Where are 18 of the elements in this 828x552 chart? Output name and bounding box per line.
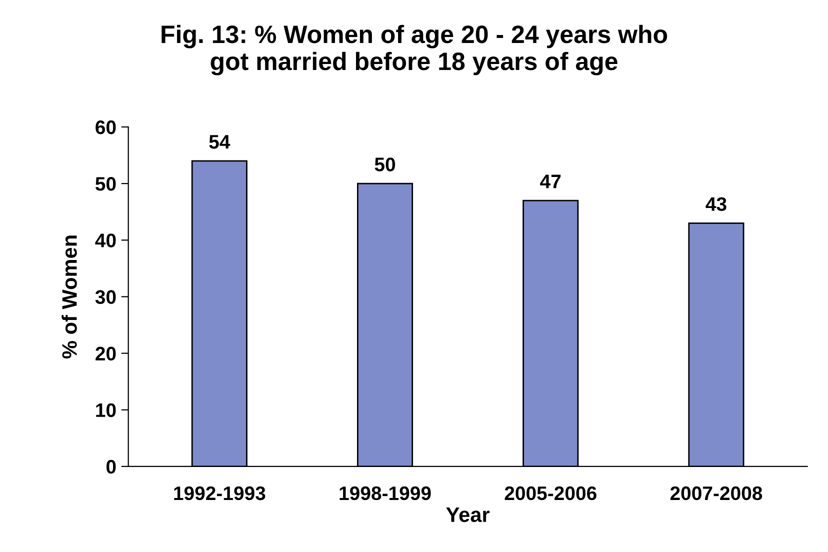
- x-tick-label: 2005-2006: [504, 486, 596, 500]
- y-tick-label: 0: [106, 460, 116, 474]
- x-axis-title: Year: [446, 508, 490, 522]
- y-axis-title: % of Women: [62, 236, 77, 358]
- y-tick-label: 30: [95, 290, 116, 304]
- x-tick-label: 1998-1999: [340, 486, 431, 500]
- y-tick-label: 60: [96, 120, 116, 134]
- x-tick-label: 2007-2008: [670, 486, 762, 500]
- y-tick-label: 50: [96, 177, 116, 191]
- data-label: 43: [706, 197, 726, 211]
- x-tick-label: 1992-1993: [174, 486, 266, 500]
- y-tick-label: 40: [95, 234, 116, 248]
- data-label: 50: [374, 158, 396, 172]
- data-label: 47: [540, 174, 561, 188]
- chart-title: Fig. 13: % Women of age 20 - 24 years who got married before 18 years of age: [162, 24, 668, 76]
- y-tick-label: 20: [96, 346, 116, 361]
- y-tick-label: 10: [96, 403, 116, 418]
- data-label: 54: [209, 135, 230, 149]
